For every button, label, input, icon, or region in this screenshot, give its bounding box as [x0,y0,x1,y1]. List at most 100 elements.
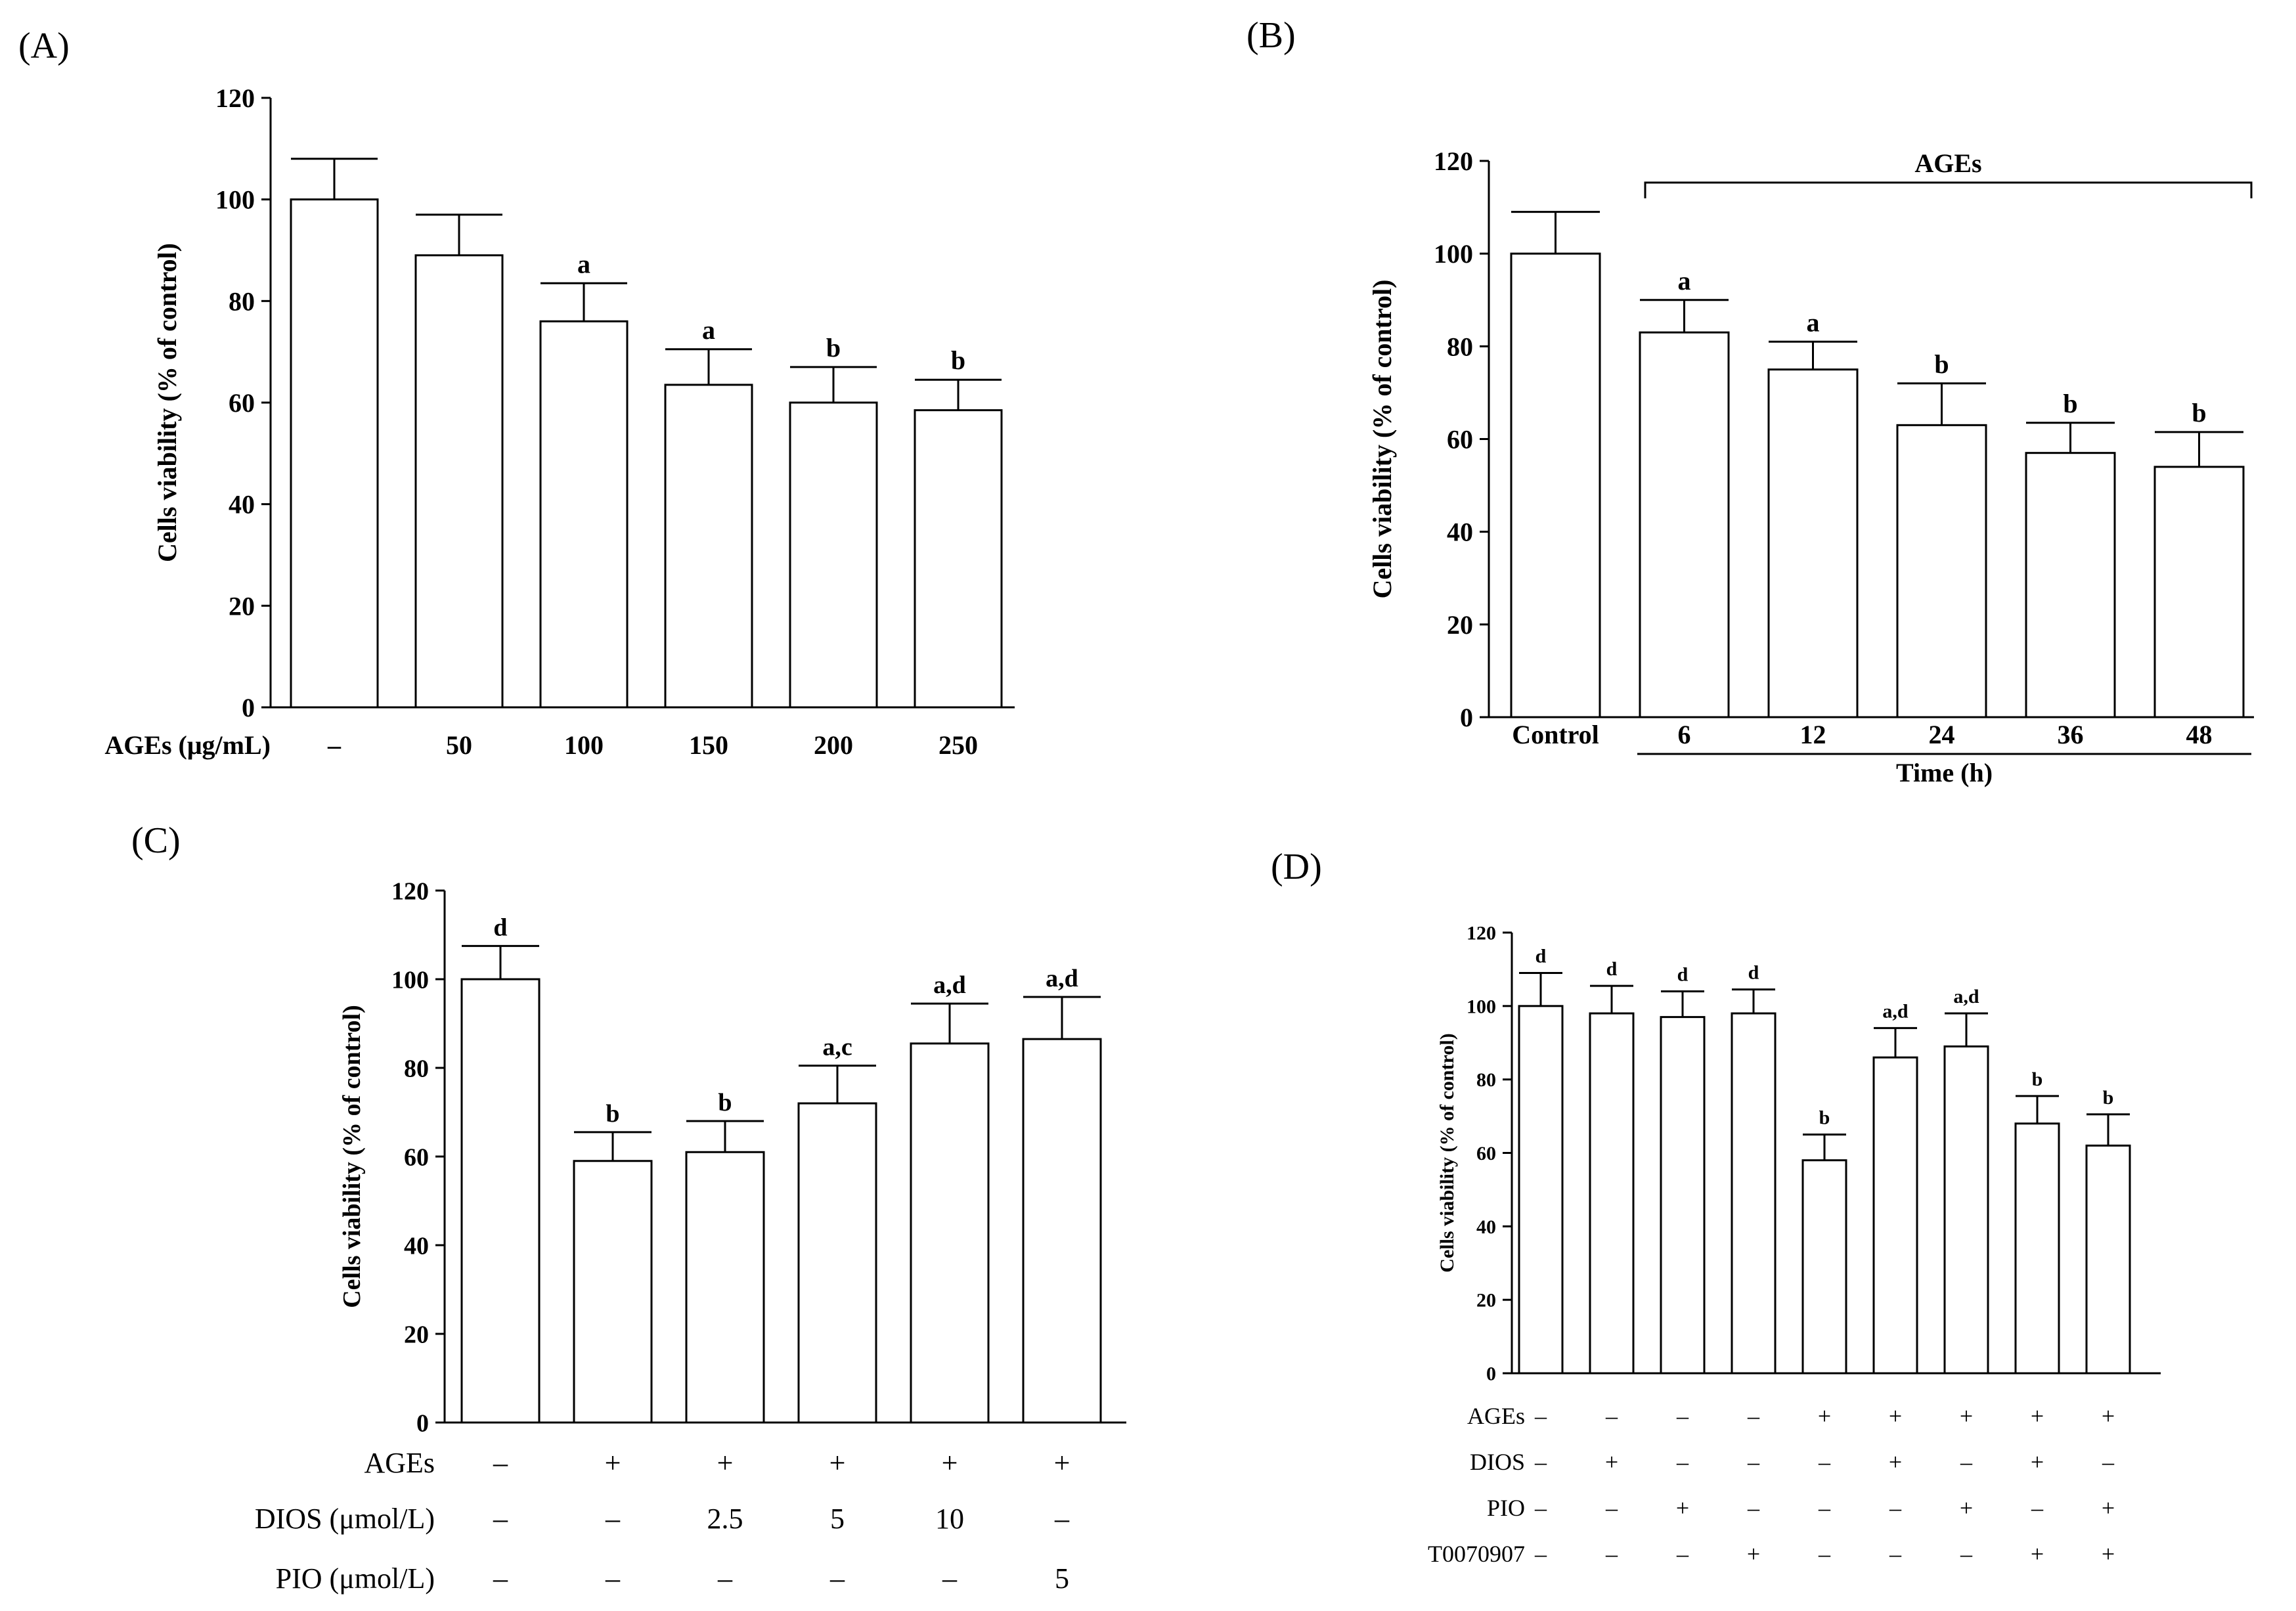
panel-label: (D) [1271,847,1322,887]
y-tick-label: 0 [416,1409,429,1437]
bar [539,320,629,709]
bar [664,384,753,709]
panel-a: (A) 0 20 40 60 80 100 120 Cells viability (% of … [18,26,1015,760]
x-tick-label: 200 [814,730,853,760]
x-axis-title: Time (h) [1896,758,1993,787]
significance-label: d [1606,958,1618,980]
y-tick-label: 80 [229,286,255,316]
treatment-cell: – [942,1562,958,1595]
bar [1639,331,1730,718]
y-tick-label: 120 [1467,923,1496,944]
significance-label: d [1677,963,1689,985]
treatment-cell: 2.5 [707,1503,743,1535]
y-tick-label: 80 [404,1055,429,1082]
bar [2085,1144,2131,1375]
bar [1660,1016,1706,1375]
bar [797,1102,877,1424]
bar [290,198,379,709]
significance-label: d [1748,962,1759,984]
treatment-cell: + [1605,1449,1618,1475]
significance-label: a [1807,307,1820,337]
treatment-row-label: AGEs [364,1447,435,1479]
y-tick-label: 100 [215,185,255,215]
treatment-cell: – [1676,1403,1689,1429]
y-tick-label: 60 [1447,425,1473,454]
x-axis-title: AGEs (μg/mL) [104,730,271,760]
treatment-cell: – [1818,1495,1831,1521]
bar [1872,1056,1918,1375]
bar [573,1160,653,1424]
significance-label: b [2192,398,2206,428]
bar [2025,452,2116,718]
treatment-cell: – [1960,1541,1973,1567]
treatment-cell: – [1534,1403,1547,1429]
y-tick-label: 80 [1447,332,1473,361]
bar [2153,466,2245,718]
treatment-cell: – [1534,1449,1547,1475]
y-tick-label: 40 [404,1232,429,1260]
significance-label: a,d [933,971,966,999]
treatment-row-label: AGEs [1467,1403,1525,1429]
treatment-cell: – [493,1562,508,1595]
y-tick-label: 0 [242,693,255,722]
panel-c: (C) 0 20 40 60 80 100 120 Cells viability (% of … [131,820,1126,1595]
significance-label: b [2063,389,2077,418]
significance-label: b [1934,349,1949,379]
x-tick-label: 24 [1929,720,1955,749]
treatment-cell: + [2031,1403,2044,1429]
treatment-row-label: PIO (μmol/L) [276,1562,435,1595]
treatment-cell: + [1889,1449,1902,1475]
treatment-cell: + [1889,1403,1902,1429]
treatment-cell: + [829,1447,846,1479]
bar [1767,368,1859,718]
y-tick-label: 20 [1447,610,1473,640]
treatment-cell: – [1605,1403,1618,1429]
significance-label: a [577,249,590,278]
treatment-cell: + [1676,1495,1689,1521]
treatment-cell: – [1889,1495,1902,1521]
treatment-cell: – [1818,1449,1831,1475]
y-tick-label: 0 [1486,1363,1496,1385]
bar [910,1042,990,1424]
y-tick-label: 80 [1476,1069,1496,1091]
panel-label: (C) [131,820,181,861]
y-tick-label: 60 [1476,1143,1496,1164]
bar [1022,1038,1102,1424]
bar [1896,424,1987,718]
treatment-row-label: T0070907 [1428,1541,1525,1567]
treatment-row-label: DIOS [1470,1449,1525,1475]
y-tick-label: 60 [229,388,255,418]
treatment-cell: 5 [830,1503,845,1535]
bracket-label: AGEs [1914,148,1981,178]
y-tick-label: 120 [391,877,429,905]
significance-label: b [606,1100,619,1128]
bar [460,978,541,1424]
significance-label: d [493,914,507,941]
significance-label: b [826,333,841,363]
treatment-cell: – [1889,1541,1902,1567]
x-tick-label: 50 [446,730,472,760]
treatment-cell: – [1747,1403,1760,1429]
bar [1731,1012,1777,1375]
y-tick-label: 40 [229,490,255,519]
y-tick-label: 100 [1467,996,1496,1017]
y-tick-label: 0 [1460,703,1473,732]
bar [1510,252,1601,718]
treatment-cell: – [1605,1495,1618,1521]
y-tick-label: 40 [1447,518,1473,547]
treatment-cell: – [493,1503,508,1535]
treatment-cell: – [1676,1541,1689,1567]
treatment-cell: 10 [935,1503,964,1535]
significance-label: b [2103,1087,2114,1109]
panel-b: (B) 0 20 40 60 80 100 120 Cells viability (% of … [1247,15,2254,787]
treatment-cell: + [1054,1447,1071,1479]
treatment-cell: – [1054,1503,1070,1535]
treatment-cell: + [1747,1541,1760,1567]
panel-d: (D) 0 20 40 60 80 100 120 Cells viability (% of … [1271,847,2161,1567]
treatment-cell: 5 [1055,1562,1069,1595]
significance-label: b [2032,1069,2043,1090]
y-tick-label: 100 [1434,239,1473,269]
y-tick-label: 100 [391,966,429,994]
significance-label: b [1819,1107,1830,1129]
